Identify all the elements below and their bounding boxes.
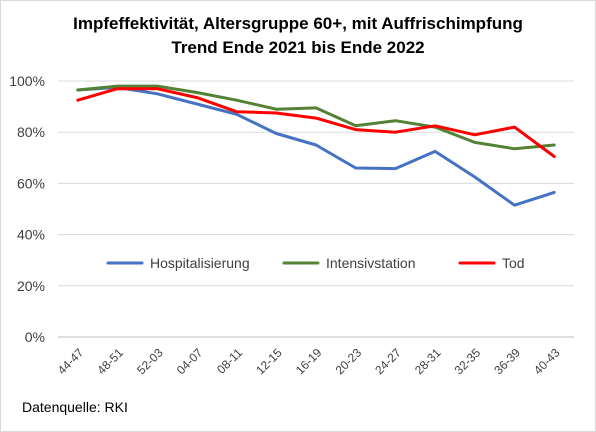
legend-label-1: Hospitalisierung <box>150 255 250 271</box>
x-tick-label: 52-03 <box>134 345 166 377</box>
y-tick-label: 80% <box>17 124 45 140</box>
y-tick-label: 60% <box>17 175 45 191</box>
y-tick-label: 0% <box>25 329 45 345</box>
data-source: Datenquelle: RKI <box>22 399 128 415</box>
chart-title: Impfeffektivität, Altersgruppe 60+, mit … <box>73 14 523 33</box>
x-tick-label: 32-35 <box>452 345 484 377</box>
series-line-1 <box>76 85 556 207</box>
series-line-3 <box>76 87 556 158</box>
x-tick-label: 08-11 <box>214 345 245 376</box>
chart-subtitle: Trend Ende 2021 bis Ende 2022 <box>171 38 425 57</box>
y-tick-label: 100% <box>9 73 45 89</box>
x-tick-label: 24-27 <box>372 345 404 377</box>
legend-label-2: Intensivstation <box>326 255 416 271</box>
legend-label-3: Tod <box>502 255 525 271</box>
x-tick-label: 40-43 <box>531 345 563 377</box>
y-tick-label: 40% <box>17 227 45 243</box>
x-tick-label: 04-07 <box>174 345 206 377</box>
series-line-2 <box>76 84 556 151</box>
x-tick-label: 12-15 <box>253 345 285 377</box>
y-tick-label: 20% <box>17 278 45 294</box>
x-tick-label: 28-31 <box>412 345 444 377</box>
x-tick-label: 48-51 <box>94 345 126 377</box>
x-tick-label: 20-23 <box>333 345 365 377</box>
x-tick-label: 36-39 <box>491 345 523 377</box>
x-tick-label: 44-47 <box>55 345 87 377</box>
x-tick-label: 16-19 <box>293 345 325 377</box>
